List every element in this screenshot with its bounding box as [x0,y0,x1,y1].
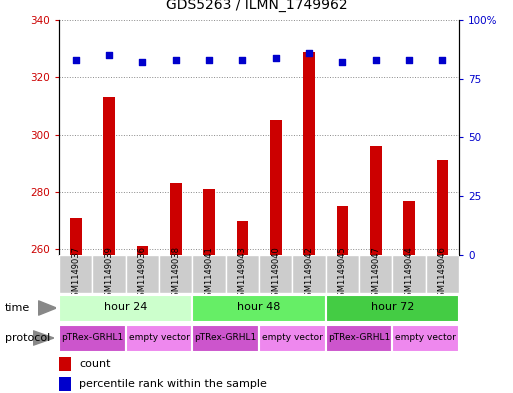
Bar [403,200,415,255]
Bar [359,255,392,293]
Bar [292,255,326,293]
Bar [337,206,348,255]
Polygon shape [38,301,56,315]
Text: GSM1149038: GSM1149038 [171,246,180,302]
Bar [226,255,259,293]
Text: GSM1149042: GSM1149042 [305,246,313,302]
Text: GSM1149037: GSM1149037 [71,246,80,302]
Bar [270,120,282,255]
Text: GSM1149046: GSM1149046 [438,246,447,302]
Text: pTRex-GRHL1: pTRex-GRHL1 [194,333,257,342]
Text: empty vector: empty vector [129,333,189,342]
Bar [136,246,148,255]
Bar [392,325,459,351]
Bar [259,255,292,293]
Bar [59,255,92,293]
Bar [303,51,315,255]
Bar [259,325,326,351]
Text: GSM1149044: GSM1149044 [405,246,413,302]
Bar [92,255,126,293]
Bar [370,146,382,255]
Text: time: time [5,303,30,313]
Point [205,57,213,63]
Bar [59,294,192,321]
Bar [236,220,248,255]
Bar [59,325,126,351]
Point [105,52,113,59]
Text: GSM1149040: GSM1149040 [271,246,280,302]
Text: pTRex-GRHL1: pTRex-GRHL1 [61,333,124,342]
Point [171,57,180,63]
Text: hour 48: hour 48 [238,302,281,312]
Point [271,55,280,61]
Point [71,57,80,63]
Text: GSM1149043: GSM1149043 [238,246,247,302]
Point [338,59,346,66]
Bar [326,294,459,321]
Text: percentile rank within the sample: percentile rank within the sample [79,379,267,389]
Bar [192,255,226,293]
Text: GSM1149039: GSM1149039 [105,246,113,302]
Bar [426,255,459,293]
Bar [170,184,182,255]
Bar [59,377,71,391]
Bar [392,255,426,293]
Bar [126,325,192,351]
Point [138,59,146,66]
Bar [159,255,192,293]
Text: GSM1149036: GSM1149036 [138,246,147,302]
Bar [70,218,82,255]
Bar [103,97,115,255]
Text: GSM1149045: GSM1149045 [338,246,347,302]
Bar [326,325,392,351]
Bar [59,357,71,371]
Text: protocol: protocol [5,333,50,343]
Text: empty vector: empty vector [262,333,323,342]
Text: hour 72: hour 72 [371,302,414,312]
Text: GDS5263 / ILMN_1749962: GDS5263 / ILMN_1749962 [166,0,347,12]
Text: empty vector: empty vector [396,333,456,342]
Bar [437,160,448,255]
Bar [326,255,359,293]
Text: hour 24: hour 24 [104,302,147,312]
Point [405,57,413,63]
Point [438,57,446,63]
Bar [192,325,259,351]
Bar [192,294,326,321]
Text: count: count [79,359,110,369]
Text: pTRex-GRHL1: pTRex-GRHL1 [328,333,390,342]
Text: GSM1149041: GSM1149041 [205,246,213,302]
Polygon shape [33,331,54,345]
Text: GSM1149047: GSM1149047 [371,246,380,302]
Point [371,57,380,63]
Point [238,57,246,63]
Bar [126,255,159,293]
Point [305,50,313,56]
Bar [203,189,215,255]
